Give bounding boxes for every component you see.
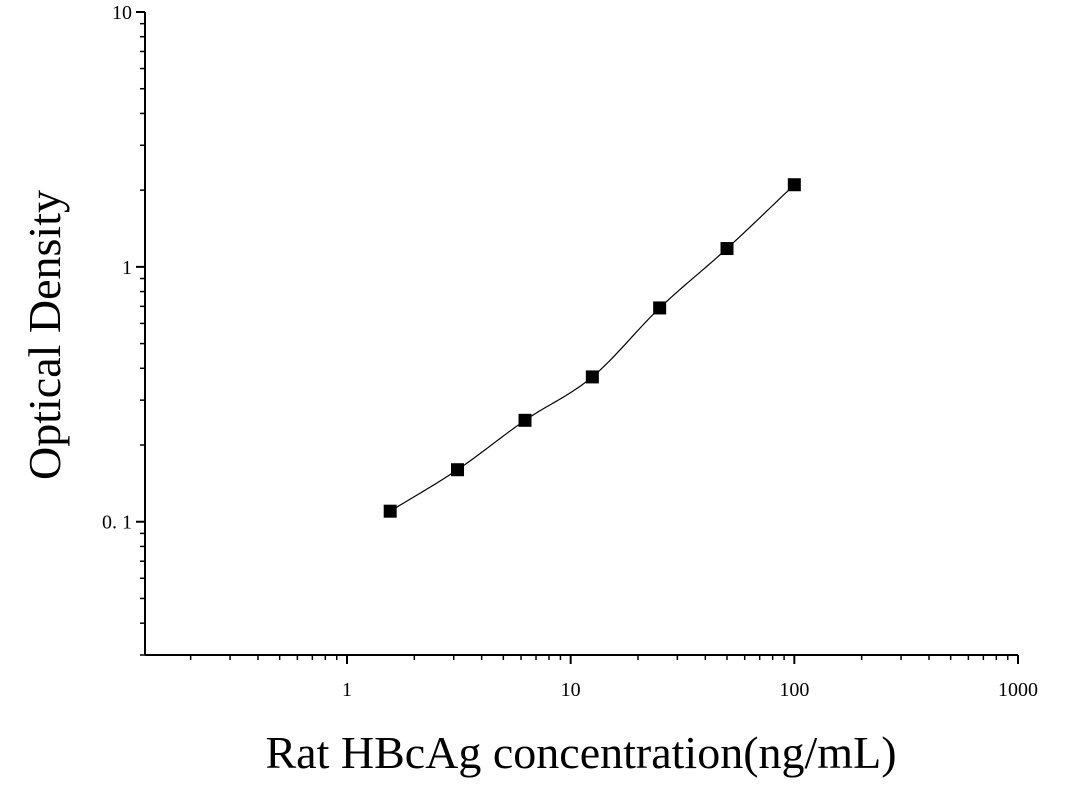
x-axis-title: Rat HBcAg concentration(ng/mL) [265, 727, 896, 778]
data-point [653, 301, 667, 315]
y-tick-labels: 0. 1 1 10 [102, 2, 132, 534]
data-point [451, 463, 465, 477]
x-tick-label: 100 [779, 679, 809, 701]
x-tick-label: 1000 [998, 679, 1038, 701]
major-ticks [136, 11, 1019, 664]
x-tick-label: 1 [342, 679, 352, 701]
y-tick-label: 10 [112, 2, 132, 24]
minor-ticks [140, 22, 1009, 660]
data-point [787, 178, 801, 192]
x-tick-labels: 1 10 100 1000 [342, 679, 1038, 701]
data-point [518, 413, 532, 427]
fit-curve [389, 184, 795, 512]
y-axis-title: Optical Density [19, 190, 70, 480]
data-point [383, 504, 397, 518]
data-point [585, 370, 599, 384]
x-tick-label: 10 [561, 679, 581, 701]
y-tick-label: 1 [122, 257, 132, 279]
data-points [383, 178, 801, 518]
y-tick-label: 0. 1 [102, 512, 132, 534]
data-point [720, 242, 734, 256]
